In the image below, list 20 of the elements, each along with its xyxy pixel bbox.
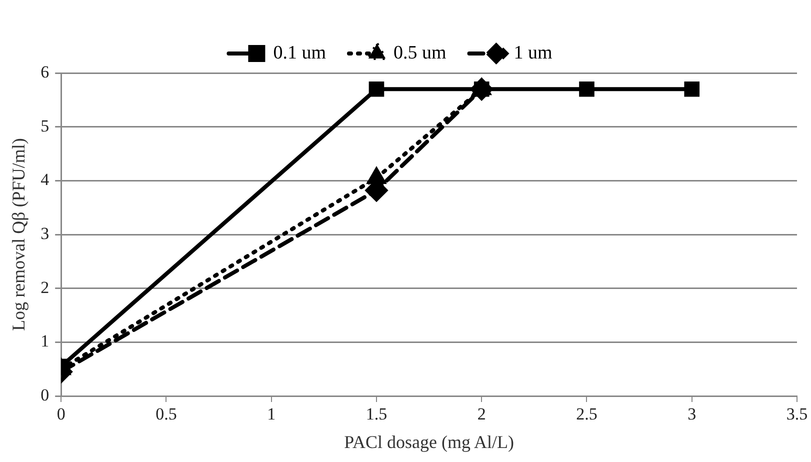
x-tick-label: 3: [688, 404, 696, 424]
x-tick-label: 2: [477, 404, 486, 424]
x-tick-label: 1: [267, 404, 276, 424]
x-axis-title: PACl dosage (mg Al/L): [344, 432, 514, 452]
y-tick-label: 6: [40, 62, 50, 82]
y-tick-label: 3: [40, 224, 50, 243]
legend-label: 0.5 um: [393, 42, 446, 64]
y-tick-label: 2: [40, 278, 50, 297]
x-tick-label: 3.5: [786, 404, 808, 424]
y-tick-label: 5: [40, 116, 50, 136]
x-tick-label: 1.5: [366, 404, 388, 424]
legend-label: 1 um: [514, 42, 553, 64]
y-tick-label: 4: [40, 170, 50, 190]
x-tick-label: 0.5: [156, 404, 177, 424]
y-tick-label: 1: [40, 332, 50, 351]
y-tick-label: 0: [40, 385, 50, 404]
x-tick-label: 2.5: [576, 404, 598, 424]
x-tick-label: 0: [56, 404, 66, 424]
y-axis-title: Log removal Qβ (PFU/ml): [8, 138, 29, 331]
legend-label: 0.1 um: [273, 42, 326, 64]
